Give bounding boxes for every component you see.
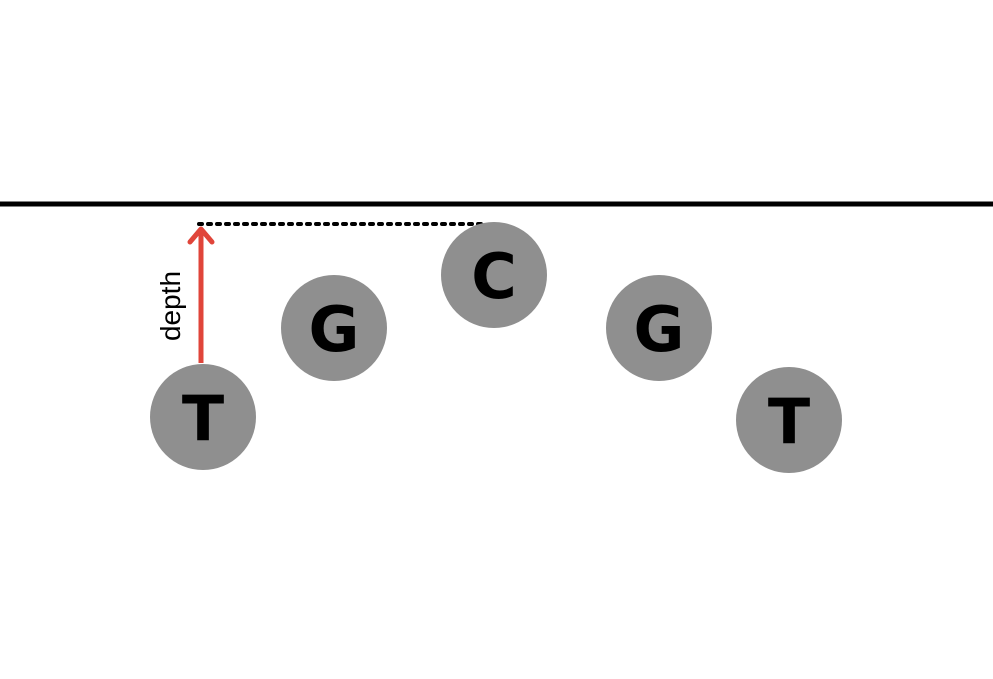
depth-label: depth [155,271,186,341]
node-circle [281,275,387,381]
node: G [281,275,387,381]
node-letter: G [634,293,685,366]
node-circle [150,364,256,470]
node-circle [736,367,842,473]
node: C [441,222,547,328]
depth-arrow-head [187,226,215,245]
node: T [150,364,256,470]
node: T [736,367,842,473]
node-circle [441,222,547,328]
node-letter: T [182,382,224,455]
node-letter: C [471,240,517,313]
node-circle [606,275,712,381]
node-letter: G [309,293,360,366]
node-letter: T [768,385,810,458]
node: G [606,275,712,381]
depth-arrow [187,226,215,363]
